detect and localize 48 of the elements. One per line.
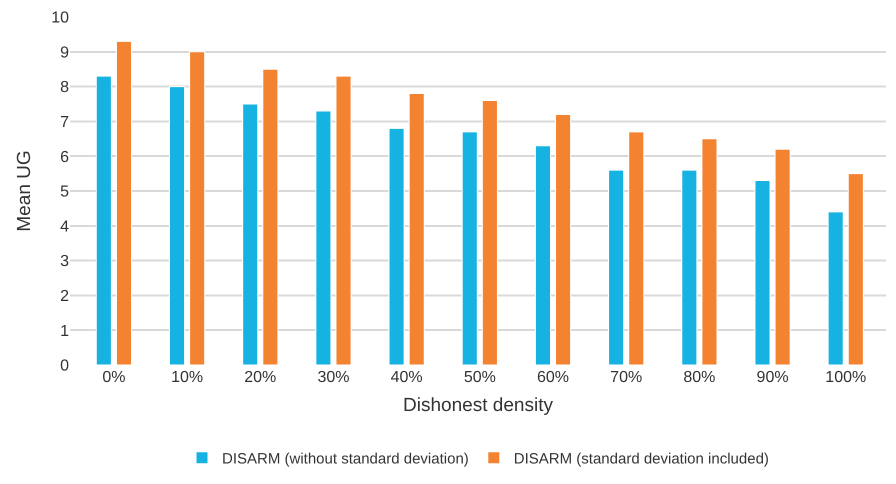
x-tick-label: 50% [464,369,496,386]
bar [482,100,498,365]
x-tick-label: 100% [825,369,866,386]
legend-label: DISARM (standard deviation included) [514,450,769,468]
y-tick-label: 7 [60,114,70,131]
bar [116,40,132,365]
bar [96,76,112,365]
y-tick-label: 9 [60,44,70,62]
bar [828,211,844,365]
y-tick-label: 4 [60,218,70,236]
bar [555,114,572,365]
y-tick-label: 0 [60,358,70,375]
bar [168,86,186,365]
legend-label: DISARM (without standard deviation) [222,450,469,468]
bar [335,76,352,365]
bar [534,145,551,365]
bar [681,170,698,365]
x-tick-label: 70% [610,369,642,386]
x-tick-label: 90% [756,369,789,386]
bar [388,128,405,365]
y-tick-label: 3 [60,253,70,270]
bar [754,180,771,365]
x-tick-label: 60% [536,369,570,386]
bar [462,131,478,365]
x-tick-label: 20% [244,369,276,386]
y-tick-label: 10 [51,10,70,27]
x-tick-label: 30% [317,369,350,386]
bar [848,173,864,365]
x-tick-label: 80% [683,369,716,386]
bar [189,51,206,365]
y-tick-label: 1 [60,322,70,340]
bar [628,131,644,365]
bar [701,138,718,365]
y-tick-label: 5 [60,184,70,201]
bar [262,68,278,365]
bar [408,93,425,365]
bar [242,104,258,365]
y-tick-label: 6 [60,148,70,166]
y-axis-title: Mean UG [14,150,36,232]
bar [608,170,624,365]
x-tick-label: 40% [390,369,423,386]
bar [315,110,332,365]
y-tick-label: 8 [60,79,70,96]
x-axis-title: Dishonest density [403,394,554,416]
x-tick-label: 10% [171,369,204,386]
y-tick-label: 2 [60,288,70,305]
bar [774,148,791,365]
x-tick-label: 0% [102,369,126,386]
